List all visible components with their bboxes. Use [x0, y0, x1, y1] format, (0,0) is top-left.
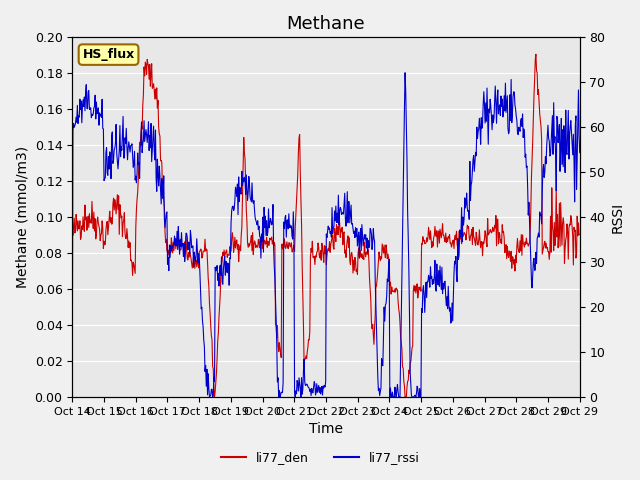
- Y-axis label: RSSI: RSSI: [611, 202, 625, 233]
- X-axis label: Time: Time: [309, 422, 343, 436]
- Y-axis label: Methane (mmol/m3): Methane (mmol/m3): [15, 146, 29, 288]
- Text: HS_flux: HS_flux: [83, 48, 134, 61]
- Title: Methane: Methane: [287, 15, 365, 33]
- Legend: li77_den, li77_rssi: li77_den, li77_rssi: [216, 446, 424, 469]
